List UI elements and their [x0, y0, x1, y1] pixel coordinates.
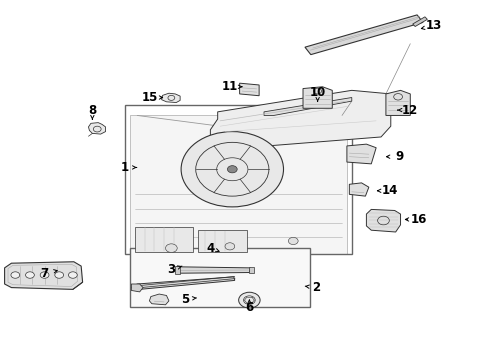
- Text: 9: 9: [395, 150, 403, 163]
- Polygon shape: [149, 294, 168, 305]
- Polygon shape: [348, 183, 368, 196]
- Polygon shape: [130, 116, 346, 253]
- Bar: [130, 248, 310, 307]
- Text: 1: 1: [121, 161, 129, 174]
- Polygon shape: [161, 93, 180, 103]
- Text: 8: 8: [88, 104, 96, 117]
- Text: 13: 13: [425, 19, 441, 32]
- Text: 4: 4: [206, 242, 214, 255]
- Bar: [125, 105, 351, 253]
- Text: 5: 5: [181, 293, 189, 306]
- Circle shape: [238, 292, 260, 308]
- Text: 14: 14: [381, 184, 397, 197]
- Polygon shape: [385, 90, 409, 116]
- Circle shape: [165, 244, 177, 252]
- Text: 12: 12: [400, 104, 417, 117]
- Polygon shape: [303, 87, 331, 108]
- Circle shape: [224, 243, 234, 250]
- Polygon shape: [176, 267, 250, 273]
- Bar: [198, 230, 246, 252]
- Polygon shape: [210, 90, 390, 148]
- Text: 10: 10: [309, 86, 325, 99]
- Polygon shape: [412, 17, 427, 27]
- Polygon shape: [366, 210, 400, 232]
- Bar: [135, 226, 193, 252]
- Polygon shape: [4, 262, 82, 289]
- Text: 16: 16: [410, 213, 427, 226]
- Text: 15: 15: [141, 91, 157, 104]
- Polygon shape: [88, 123, 105, 134]
- Text: 7: 7: [41, 267, 48, 280]
- Bar: [249, 267, 254, 273]
- Text: 6: 6: [245, 301, 253, 314]
- Polygon shape: [131, 277, 234, 289]
- Polygon shape: [239, 83, 259, 96]
- Text: 3: 3: [167, 263, 175, 276]
- Circle shape: [68, 272, 77, 278]
- Polygon shape: [131, 284, 143, 292]
- Circle shape: [40, 272, 49, 278]
- Circle shape: [25, 272, 34, 278]
- Circle shape: [181, 132, 283, 207]
- Bar: [175, 266, 180, 274]
- Text: 2: 2: [312, 281, 320, 294]
- Polygon shape: [264, 98, 351, 116]
- Polygon shape: [346, 144, 375, 164]
- Circle shape: [55, 272, 63, 278]
- Polygon shape: [305, 15, 422, 55]
- Circle shape: [227, 166, 237, 173]
- Circle shape: [288, 237, 298, 244]
- Circle shape: [11, 272, 20, 278]
- Text: 11: 11: [221, 80, 238, 93]
